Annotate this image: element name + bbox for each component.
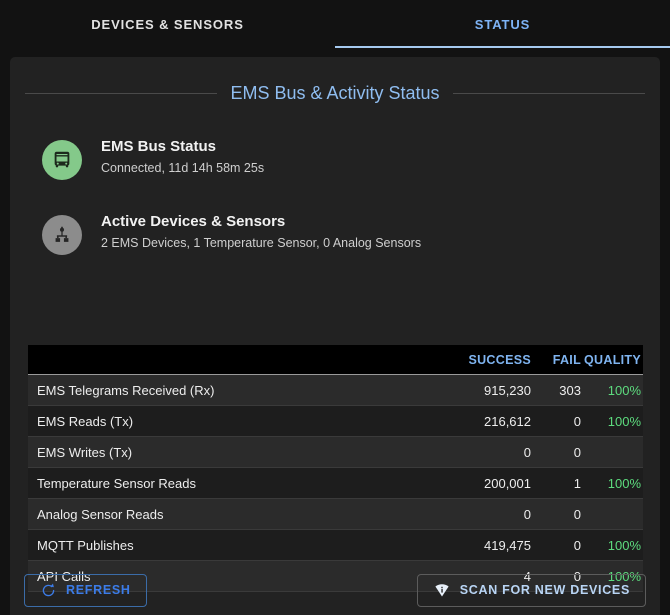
status-secondary-label: 2 EMS Devices, 1 Temperature Sensor, 0 A… — [101, 236, 422, 250]
cell-quality: 100% — [607, 382, 641, 398]
device-hub-icon — [55, 226, 69, 242]
refresh-button-label: REFRESH — [66, 583, 131, 597]
tab-devices-and-sensors-label: DEVICES & SENSORS — [91, 16, 244, 32]
cell-fail: 303 — [559, 382, 581, 398]
table-header-row: SUCCESS FAIL QUALITY — [28, 345, 643, 375]
cell-metric: API Calls — [37, 568, 91, 584]
cell-metric: EMS Reads (Tx) — [37, 413, 134, 429]
column-header-success: SUCCESS — [468, 352, 531, 367]
table-row: EMS Writes (Tx) 0 0 — [28, 437, 643, 468]
scan-for-new-devices-button[interactable]: SCAN FOR NEW DEVICES — [416, 573, 646, 607]
bus-icon-badge — [42, 140, 82, 180]
status-secondary-label: Connected, 11d 14h 58m 25s — [101, 161, 265, 175]
cell-success: 419,475 — [484, 537, 531, 553]
cell-quality: 100% — [607, 475, 641, 491]
cell-metric: MQTT Publishes — [37, 537, 134, 553]
cell-metric: Analog Sensor Reads — [37, 506, 164, 522]
cell-fail: 0 — [573, 444, 581, 460]
cell-quality: 100% — [607, 537, 641, 553]
status-primary-label: EMS Bus Status — [101, 138, 217, 155]
section-title-text: EMS Bus & Activity Status — [230, 83, 440, 103]
section-title: EMS Bus & Activity Status — [25, 83, 646, 104]
table-row: EMS Reads (Tx) 216,612 0 100% — [28, 406, 643, 437]
status-primary-label: Active Devices & Sensors — [101, 213, 286, 230]
tab-status-label: STATUS — [474, 16, 531, 32]
bus-icon — [54, 151, 70, 168]
cell-quality: 100% — [607, 413, 641, 429]
status-list: EMS Bus Status Connected, 11d 14h 58m 25… — [42, 137, 642, 287]
status-row-ems-bus: EMS Bus Status Connected, 11d 14h 58m 25… — [42, 137, 642, 212]
cell-quality: 100% — [607, 568, 641, 584]
status-panel: EMS Bus & Activity Status EMS Bus Status… — [10, 57, 660, 615]
cell-fail: 0 — [573, 537, 581, 553]
table-row: API Calls 4 0 100% — [28, 561, 643, 592]
cell-success: 915,230 — [484, 382, 531, 398]
device-hub-icon-badge — [42, 215, 82, 255]
cell-success: 0 — [523, 506, 531, 522]
cell-fail: 0 — [573, 506, 581, 522]
cell-fail: 0 — [573, 568, 581, 584]
tab-bar: DEVICES & SENSORS STATUS — [0, 0, 670, 48]
cell-fail: 0 — [573, 413, 581, 429]
table-row: Temperature Sensor Reads 200,001 1 100% — [28, 468, 643, 499]
divider-right — [452, 93, 646, 94]
table-row: Analog Sensor Reads 0 0 — [28, 499, 643, 530]
table-row: EMS Telegrams Received (Rx) 915,230 303 … — [28, 375, 643, 406]
refresh-icon — [42, 583, 55, 596]
cell-success: 0 — [523, 444, 531, 460]
activity-stats-table: SUCCESS FAIL QUALITY EMS Telegrams Recei… — [28, 345, 643, 592]
table-row: MQTT Publishes 419,475 0 100% — [28, 530, 643, 561]
cell-success: 4 — [523, 568, 531, 584]
cell-fail: 1 — [573, 475, 581, 491]
status-text-ems-bus: EMS Bus Status Connected, 11d 14h 58m 25… — [101, 137, 264, 176]
cell-metric: EMS Telegrams Received (Rx) — [37, 382, 215, 398]
divider-left — [25, 93, 218, 94]
cell-metric: EMS Writes (Tx) — [37, 444, 133, 460]
cell-success: 216,612 — [484, 413, 531, 429]
tab-status[interactable]: STATUS — [335, 0, 670, 48]
refresh-button[interactable]: REFRESH — [24, 573, 147, 607]
scan-for-new-devices-button-label: SCAN FOR NEW DEVICES — [459, 583, 630, 597]
status-text-active-devices: Active Devices & Sensors 2 EMS Devices, … — [101, 212, 421, 251]
status-row-active-devices: Active Devices & Sensors 2 EMS Devices, … — [42, 212, 642, 287]
cell-metric: Temperature Sensor Reads — [37, 475, 196, 491]
wifi-scan-icon — [435, 584, 449, 597]
action-bar: REFRESH SCAN FOR NEW DEVICES — [24, 570, 646, 610]
column-header-fail: FAIL — [552, 352, 581, 367]
tab-devices-and-sensors[interactable]: DEVICES & SENSORS — [0, 0, 335, 48]
cell-success: 200,001 — [484, 475, 531, 491]
column-header-quality: QUALITY — [584, 352, 641, 367]
